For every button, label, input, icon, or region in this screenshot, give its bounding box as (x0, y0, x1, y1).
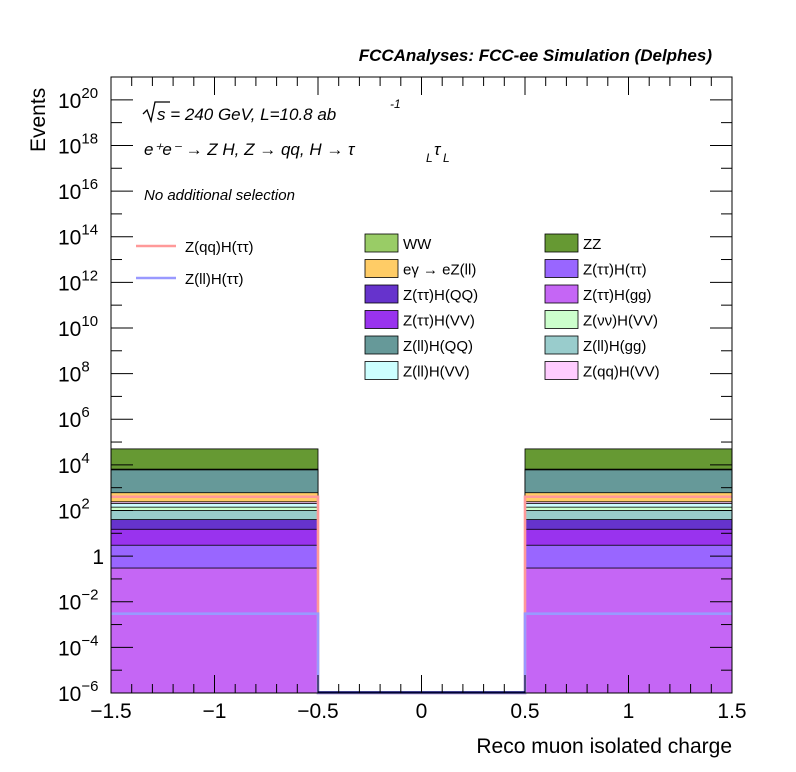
y-tick-exponent: 14 (81, 222, 98, 239)
y-tick-label: 102 (58, 495, 90, 523)
y-tick-exponent: −6 (81, 678, 98, 695)
y-tick-base: 10 (58, 592, 81, 615)
legend-entry-label: Z(νν)H(VV) (583, 313, 658, 330)
x-tick-label: 0.5 (510, 700, 539, 723)
legend-entry-label: Z(ll)H(gg) (583, 338, 646, 355)
tau-2: τ (434, 140, 442, 159)
sqrt-symbol (142, 101, 170, 124)
lumi-exponent: -1 (390, 97, 401, 111)
legend-entry-label: Z(ll)H(QQ) (403, 338, 473, 355)
axes-layer: −1.5 −1 −0.5 0 0.5 1 1.510−610−410−21102104106… (58, 76, 747, 723)
x-tick-label: 1.5 (717, 700, 746, 723)
y-tick-base: 10 (58, 364, 81, 387)
y-tick-label: 106 (58, 404, 90, 432)
legend-box-swatch (364, 335, 399, 355)
y-tick-label: 1020 (58, 85, 98, 113)
y-tick-base: 10 (58, 683, 81, 706)
bar-z-h-gg--bin-2 (524, 567, 733, 694)
energy-symbol: s (157, 105, 166, 124)
x-tick-label: −0.5 (297, 700, 338, 723)
y-tick-exponent: 6 (81, 404, 89, 421)
legend-entry-label: Z(ll)H(ττ) (185, 271, 244, 288)
y-tick-exponent: 18 (81, 130, 98, 147)
y-tick-exponent: 4 (81, 450, 89, 467)
legend-entry-label: eγ → eZ(ll) (403, 262, 476, 279)
y-tick-base: 10 (58, 135, 81, 158)
x-tick-label: −1 (203, 700, 227, 723)
y-tick-base: 10 (58, 90, 81, 113)
y-tick-exponent: 16 (81, 176, 98, 193)
tau-subscript-2: L (443, 151, 450, 165)
legend-entry-label: Z(ττ)H(VV) (403, 313, 475, 330)
y-tick-exponent: 8 (81, 359, 89, 376)
y-tick-label: 1016 (58, 176, 98, 204)
stack-bars-layer (110, 448, 733, 694)
y-tick-label: 1 (92, 546, 104, 569)
chart-title: FCCAnalyses: FCC-ee Simulation (Delphes) (359, 46, 713, 65)
legend-box-swatch (364, 233, 399, 253)
legend-box-swatch (544, 233, 579, 253)
energy-value: = 240 GeV, L=10.8 ab (166, 105, 337, 124)
selection-annotation: No additional selection (144, 187, 295, 204)
legend-box-swatch (544, 335, 579, 355)
y-tick-label: 1014 (58, 222, 98, 250)
legend: Z(qq)H(ττ) Z(ll)H(ττ) WW eγ → eZ(ll) Z(ττ)H(… (136, 233, 660, 381)
legend-entry-label: Z(ττ)H(QQ) (403, 287, 478, 304)
legend-box-swatch (364, 361, 399, 380)
y-tick-label: 1010 (58, 313, 98, 341)
y-tick-exponent: 10 (81, 313, 98, 330)
legend-entry-label: WW (403, 236, 432, 253)
y-tick-base: 10 (58, 409, 81, 432)
legend-box-swatch (544, 284, 579, 304)
x-tick-label: −1.5 (90, 700, 131, 723)
legend-entry-label: Z(ττ)H(ττ) (583, 262, 647, 279)
x-tick-label: 0 (416, 700, 428, 723)
y-tick-label: 10−2 (58, 587, 98, 615)
y-tick-base: 10 (58, 455, 81, 478)
legend-entry-label: Z(ll)H(VV) (403, 364, 470, 381)
legend-entry-label: Z(qq)H(ττ) (185, 239, 254, 256)
y-tick-exponent: 2 (81, 495, 89, 512)
y-tick-label: 108 (58, 359, 90, 387)
y-tick-exponent: 12 (81, 267, 98, 284)
y-tick-exponent: −2 (81, 587, 98, 604)
y-tick-base: 10 (58, 637, 81, 660)
x-axis-label: Reco muon isolated charge (476, 735, 732, 758)
legend-entry-label: Z(qq)H(VV) (583, 364, 660, 381)
y-tick-exponent: −4 (81, 632, 98, 649)
x-tick-label: 1 (623, 700, 635, 723)
y-axis-label: Events (27, 88, 50, 152)
legend-entry-label: ZZ (583, 236, 601, 253)
legend-box-swatch (544, 259, 579, 278)
y-tick-label: 1018 (58, 130, 98, 158)
y-tick-label: 10−4 (58, 632, 98, 660)
legend-box-swatch (544, 361, 579, 380)
y-tick-label: 1012 (58, 267, 98, 295)
y-tick-base: 10 (58, 318, 81, 341)
y-tick-label: 10−6 (58, 678, 98, 706)
legend-box-swatch (544, 310, 579, 329)
legend-box-swatch (364, 310, 399, 329)
energy-annotation: s = 240 GeV, L=10.8 ab -1 (142, 97, 401, 124)
y-tick-base: 10 (58, 227, 81, 250)
y-tick-base: 10 (58, 500, 81, 523)
tau-subscript-1: L (426, 151, 433, 165)
y-tick-label: 104 (58, 450, 90, 478)
process-annotation: e⁺e⁻ → Z H, Z → qq, H → τ L τ L (144, 140, 450, 165)
y-tick-base: 10 (58, 181, 81, 204)
legend-entry-label: Z(ττ)H(gg) (583, 287, 652, 304)
svg-text:s = 240 GeV, L=10.8 ab: s = 240 GeV, L=10.8 ab (157, 105, 336, 124)
y-tick-base: 10 (58, 272, 81, 295)
bar-z-h-gg--bin-0 (110, 567, 319, 694)
legend-box-swatch (364, 284, 399, 304)
y-tick-exponent: 20 (81, 85, 98, 102)
process-text: e⁺e⁻ → Z H, Z → qq, H → τ (144, 140, 356, 159)
legend-box-swatch (364, 259, 399, 278)
